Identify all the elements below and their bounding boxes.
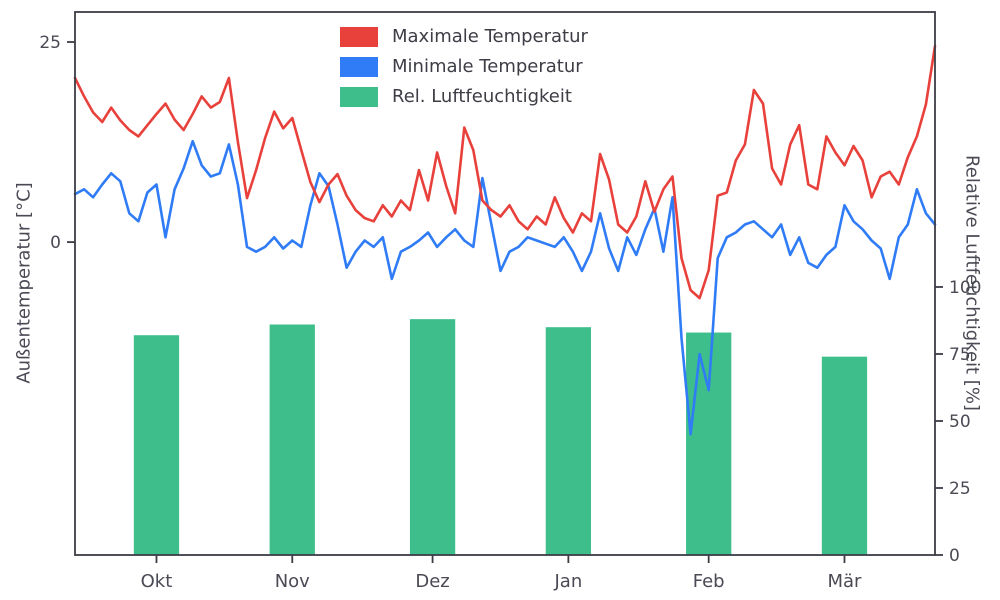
legend-swatch-min-temp bbox=[340, 56, 378, 77]
legend-item-min-temp: Minimale Temperatur bbox=[340, 56, 588, 77]
right-tick-label: 75 bbox=[949, 345, 971, 365]
x-tick-label: Dez bbox=[415, 571, 449, 592]
x-tick-label: Nov bbox=[275, 571, 310, 592]
line-max-temp bbox=[73, 44, 937, 300]
left-tick-label: 25 bbox=[39, 33, 61, 53]
legend-item-max-temp: Maximale Temperatur bbox=[340, 26, 588, 47]
line-min-temp bbox=[73, 139, 937, 436]
legend-label-humidity: Rel. Luftfeuchtigkeit bbox=[392, 86, 572, 107]
humidity-bar-Jan bbox=[545, 327, 591, 555]
humidity-bar-Nov bbox=[269, 324, 315, 555]
chart-legend: Maximale Temperatur Minimale Temperatur … bbox=[340, 26, 588, 107]
left-tick-label: 0 bbox=[50, 233, 61, 253]
legend-item-humidity: Rel. Luftfeuchtigkeit bbox=[340, 86, 588, 107]
x-tick-label: Jan bbox=[553, 571, 582, 592]
plot-border bbox=[74, 11, 936, 556]
x-tick-label: Okt bbox=[141, 571, 173, 592]
humidity-bar-Dez bbox=[409, 319, 456, 555]
humidity-bar-Feb bbox=[686, 332, 732, 555]
right-tick-label: 0 bbox=[949, 546, 960, 566]
legend-swatch-humidity bbox=[340, 86, 378, 107]
humidity-bar-Okt bbox=[133, 335, 180, 555]
humidity-bar-Mär bbox=[821, 356, 868, 555]
left-axis-title: Außentemperatur [°C] bbox=[13, 182, 35, 384]
right-tick-label: 50 bbox=[949, 412, 971, 432]
legend-label-max-temp: Maximale Temperatur bbox=[392, 26, 588, 47]
x-tick-label: Feb bbox=[693, 571, 725, 592]
legend-swatch-max-temp bbox=[340, 26, 378, 47]
legend-label-min-temp: Minimale Temperatur bbox=[392, 56, 583, 77]
right-axis-title: Relative Luftfeuchtigkeit [%] bbox=[961, 155, 983, 411]
right-tick-label: 100 bbox=[949, 278, 981, 298]
right-tick-label: 25 bbox=[949, 479, 971, 499]
x-tick-label: Mär bbox=[827, 571, 862, 592]
